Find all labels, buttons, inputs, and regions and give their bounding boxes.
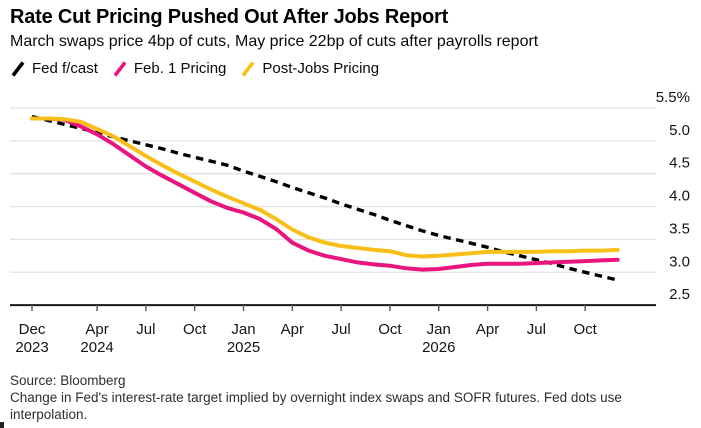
legend-label: Feb. 1 Pricing	[133, 60, 227, 77]
x-axis-year-label: 2026	[422, 339, 455, 356]
y-axis-label: 5.0	[669, 122, 690, 139]
y-axis-label: 4.5	[669, 155, 690, 172]
x-axis-label: Jan	[427, 321, 451, 338]
x-axis-label: Apr	[281, 321, 304, 338]
legend-item-fed-fcast: Fed f/cast	[10, 60, 98, 77]
x-axis-label: Oct	[378, 321, 402, 338]
source-line: Source: Bloomberg	[10, 373, 126, 388]
y-axis-label: 4.0	[669, 188, 690, 205]
legend-item-post-jobs-pricing: Post-Jobs Pricing	[240, 60, 379, 77]
x-axis-year-label: 2025	[227, 339, 260, 356]
legend-item-feb-1-pricing: Feb. 1 Pricing	[112, 60, 227, 77]
x-axis-label: Jan	[231, 321, 255, 338]
slash-icon	[113, 60, 127, 77]
footnote: Change in Fed's interest-rate target imp…	[10, 390, 622, 422]
x-axis-label: Apr	[85, 321, 108, 338]
x-axis-year-label: 2024	[80, 339, 113, 356]
x-axis-label: Apr	[476, 321, 499, 338]
y-axis-label: 3.5	[669, 220, 690, 237]
legend-label: Fed f/cast	[32, 60, 98, 77]
series-line-post-jobs-pricing	[30, 116, 620, 259]
page-title: Rate Cut Pricing Pushed Out After Jobs R…	[10, 6, 449, 28]
x-axis-year-label: 2023	[15, 339, 48, 356]
slash-icon	[241, 60, 255, 77]
legend: Fed f/cast Feb. 1 Pricing Post-Jobs Pric…	[10, 60, 379, 77]
series-line-feb-1-pricing	[30, 116, 620, 272]
x-axis-label: Jul	[332, 321, 351, 338]
y-axis-label: 5.5%	[656, 89, 690, 106]
crop-artifact	[0, 422, 4, 428]
x-axis-label: Jul	[527, 321, 546, 338]
x-axis-label: Oct	[183, 321, 207, 338]
x-axis-label: Dec	[19, 321, 46, 338]
x-axis-label: Jul	[136, 321, 155, 338]
y-axis-label: 2.5	[669, 286, 690, 303]
chart-subtitle: March swaps price 4bp of cuts, May price…	[10, 33, 539, 50]
y-axis-label: 3.0	[669, 253, 690, 270]
series-line-fed-f-cast	[31, 114, 619, 282]
x-axis-label: Oct	[574, 321, 598, 338]
slash-icon	[11, 60, 25, 77]
legend-label: Post-Jobs Pricing	[262, 60, 380, 77]
